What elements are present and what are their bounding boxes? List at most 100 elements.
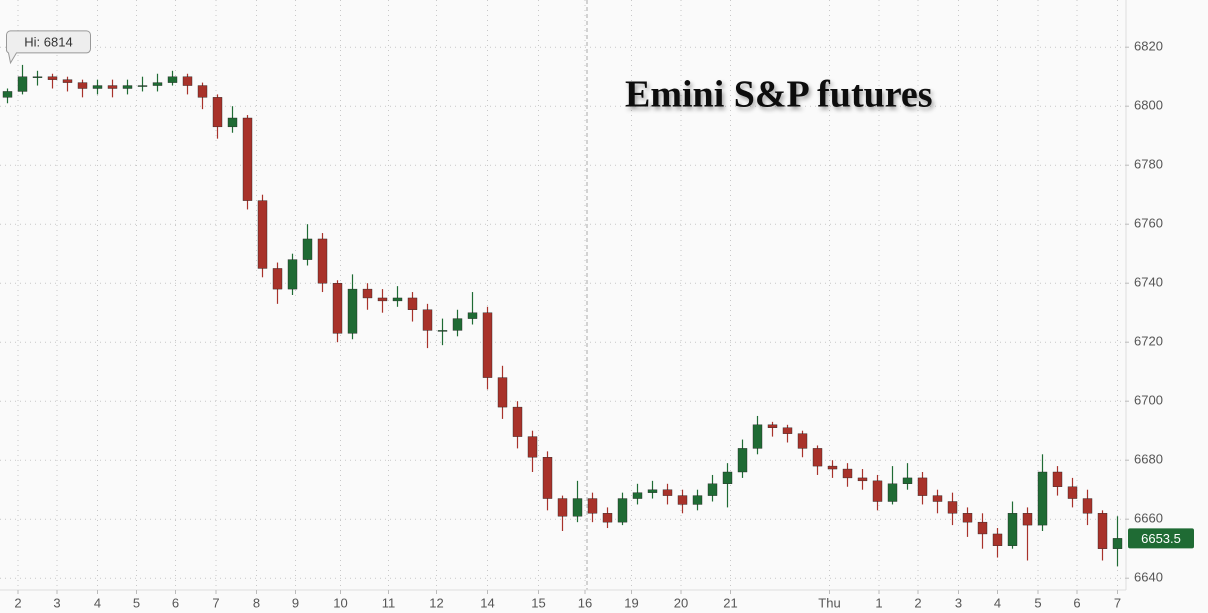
candle-body [722, 471, 733, 485]
candle-body [272, 268, 283, 290]
x-tick-label: 8 [253, 595, 260, 610]
y-tick-label: 6760 [1134, 216, 1163, 231]
chart-title: Emini S&P futures [625, 74, 933, 116]
candle-body [1112, 538, 1123, 549]
candle-body [347, 288, 358, 334]
candle-body [767, 424, 778, 428]
candle-body [752, 424, 763, 449]
candle-body [32, 76, 43, 78]
candle-body [1082, 498, 1093, 514]
candle-body [557, 498, 568, 517]
x-tick-label: 15 [531, 595, 545, 610]
candle-body [302, 238, 313, 260]
last-price-box [1128, 528, 1194, 549]
candle-body [62, 79, 73, 83]
x-tick-label: 20 [674, 595, 688, 610]
candle-body [632, 492, 643, 499]
candle-body [1097, 513, 1108, 549]
candle-body [662, 489, 673, 496]
x-tick-label: 10 [333, 595, 347, 610]
y-tick-label: 6720 [1134, 334, 1163, 349]
candle-body [197, 85, 208, 98]
x-tick-label: 2 [14, 595, 21, 610]
candle-body [167, 76, 178, 83]
candle-body [122, 85, 133, 89]
candle-body [677, 495, 688, 505]
candle-body [47, 76, 58, 80]
candle-body [812, 448, 823, 467]
candle-body [707, 483, 718, 496]
candle-body [797, 433, 808, 449]
candle-body [977, 521, 988, 535]
y-tick-label: 6660 [1134, 511, 1163, 526]
candle-body [332, 283, 343, 334]
candle-body [437, 330, 448, 332]
candle-body [182, 76, 193, 86]
candle-body [962, 513, 973, 523]
candle-body [152, 82, 163, 86]
candle-body [692, 495, 703, 505]
candle-body [212, 97, 223, 128]
last-price-label: 6653.5 [1141, 531, 1181, 546]
candle-body [452, 318, 463, 331]
grid [0, 0, 1125, 590]
y-tick-label: 6700 [1134, 393, 1163, 408]
candle-body [1067, 486, 1078, 499]
candle-body [992, 533, 1003, 546]
candle-body [362, 288, 373, 299]
candle-body [392, 297, 403, 302]
candle-body [467, 312, 478, 319]
y-tick-label: 6680 [1134, 452, 1163, 467]
candle-body [92, 85, 103, 89]
candle-body [482, 312, 493, 378]
candle-body [107, 85, 118, 89]
y-tick-label: 6640 [1134, 570, 1163, 585]
candle-body [872, 480, 883, 502]
x-tick-label: 4 [94, 595, 101, 610]
x-tick-label: Thu [818, 595, 840, 610]
y-tick-label: 6820 [1134, 39, 1163, 54]
x-tick-label: 9 [292, 595, 299, 610]
candle-body [617, 498, 628, 523]
candle-body [422, 309, 433, 331]
x-tick-label: 6 [172, 595, 179, 610]
candle-body [1022, 513, 1033, 526]
candle-body [842, 468, 853, 479]
candle-body [917, 477, 928, 496]
x-tick-label: 1 [875, 595, 882, 610]
candle-body [902, 477, 913, 484]
candle-body [887, 483, 898, 502]
candle-body [527, 436, 538, 458]
candle-body [857, 477, 868, 482]
candle-body [287, 259, 298, 290]
candle-body [377, 297, 388, 302]
candle-body [227, 117, 238, 128]
x-tick-label: 4 [994, 595, 1001, 610]
x-tick-label: 21 [723, 595, 737, 610]
candle-body [602, 513, 613, 523]
candle-body [827, 465, 838, 470]
candle-body [782, 427, 793, 434]
annotation-label: Hi: 6814 [24, 34, 72, 49]
x-tick-label: 3 [53, 595, 60, 610]
candle-body [317, 238, 328, 284]
y-tick-label: 6800 [1134, 98, 1163, 113]
annotation-box [5, 30, 91, 65]
x-tick-label: 12 [429, 595, 443, 610]
candle-body [1037, 471, 1048, 526]
x-tick-label: 7 [212, 595, 219, 610]
candle-body [242, 117, 253, 201]
candle-body [77, 82, 88, 89]
x-tick-label: 7 [1114, 595, 1121, 610]
candle-body [1007, 513, 1018, 546]
candle-body [947, 501, 958, 514]
candle-body [647, 489, 658, 493]
high-annotation: Hi: 6814 [5, 30, 91, 65]
x-tick-label: 6 [1073, 595, 1080, 610]
candle-body [587, 498, 598, 514]
candle-body [737, 448, 748, 473]
y-tick-label: 6780 [1134, 157, 1163, 172]
